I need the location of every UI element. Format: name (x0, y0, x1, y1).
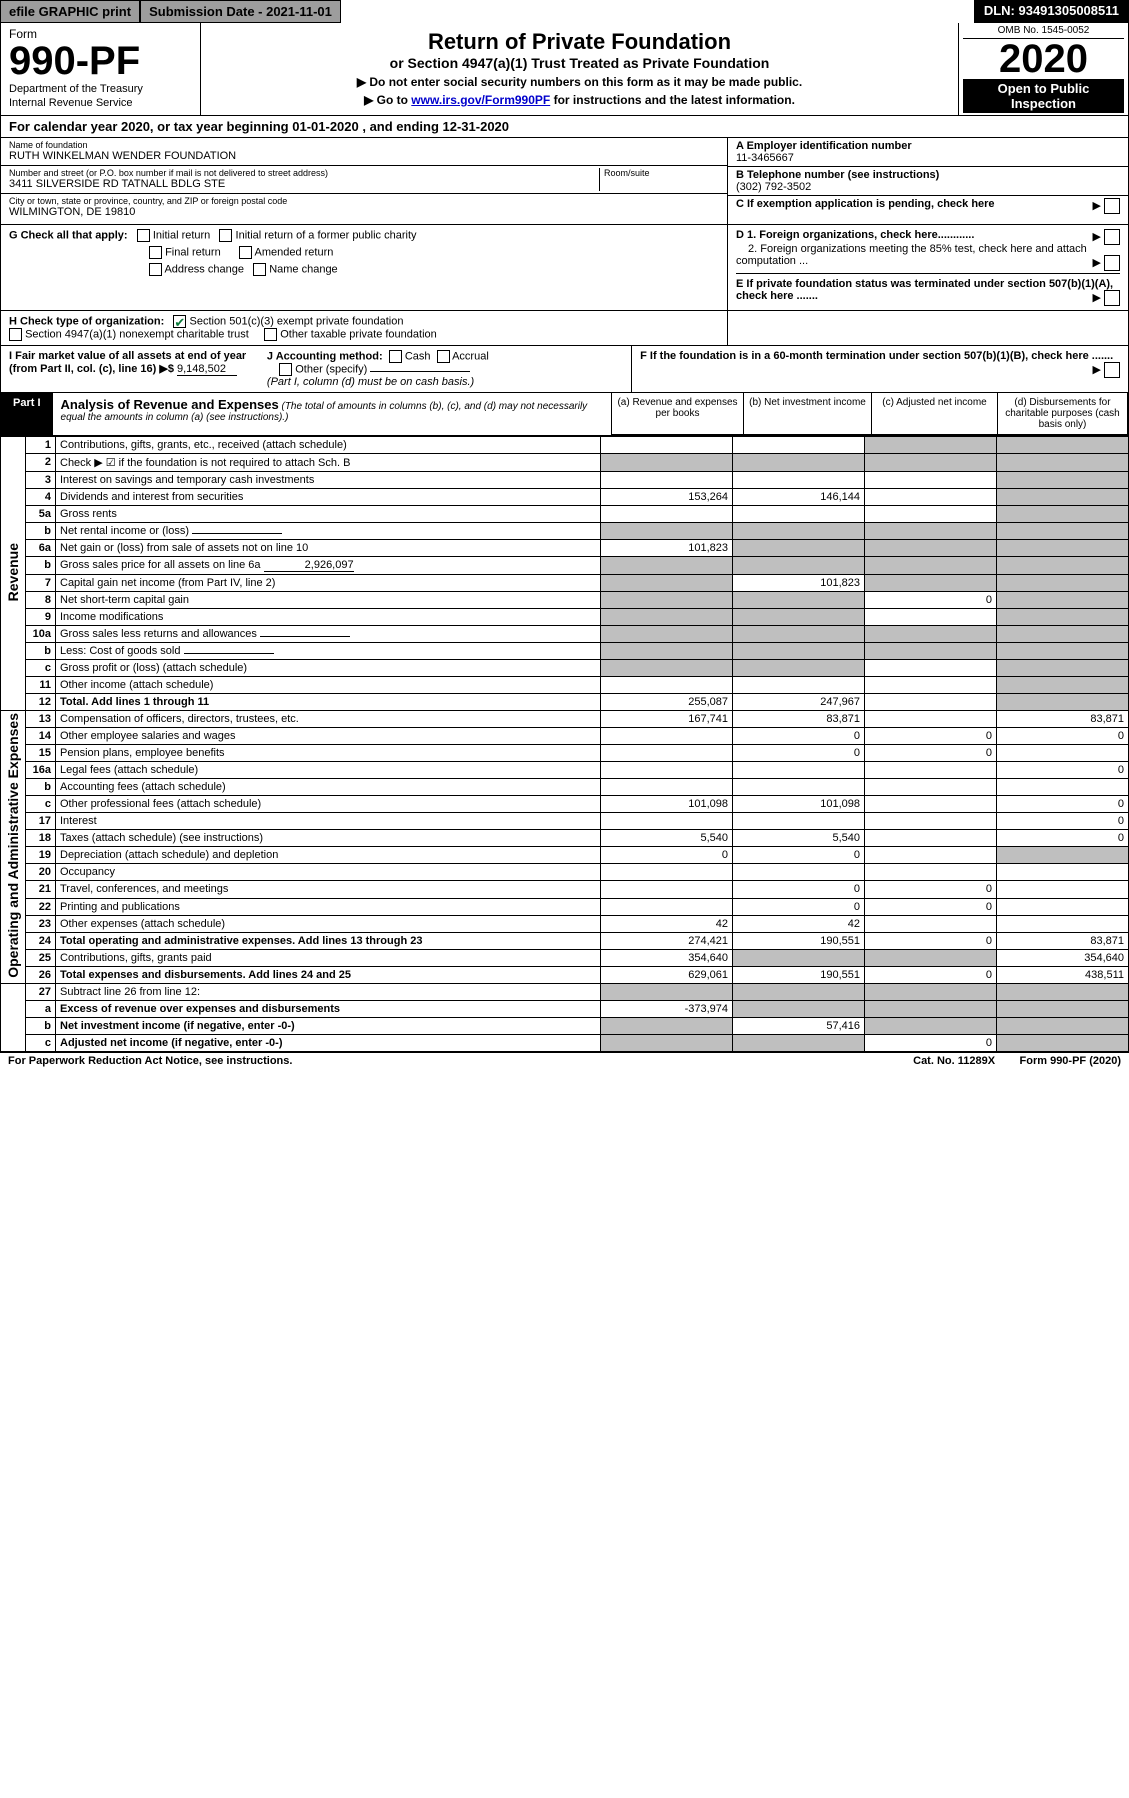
g-name: Name change (269, 263, 338, 275)
irs-label: Internal Revenue Service (9, 97, 192, 109)
note-goto: ▶ Go to www.irs.gov/Form990PF for instru… (213, 93, 946, 107)
j-label: J Accounting method: (267, 350, 383, 362)
cb-name-change[interactable] (253, 263, 266, 276)
cb-other-method[interactable] (279, 363, 292, 376)
col-d-header: (d) Disbursements for charitable purpose… (998, 393, 1128, 435)
ein-label: A Employer identification number (736, 140, 1120, 152)
cal-mid: , and ending (359, 119, 443, 134)
j-other: Other (specify) (295, 363, 367, 375)
cb-initial-return[interactable] (137, 229, 150, 242)
cb-cash[interactable] (389, 350, 402, 363)
cb-initial-former[interactable] (219, 229, 232, 242)
footer-right: Form 990-PF (2020) (1020, 1055, 1121, 1067)
d1-checkbox[interactable] (1104, 229, 1120, 245)
form-title: Return of Private Foundation (213, 29, 946, 55)
i-value: 9,148,502 (177, 363, 237, 376)
note-suffix: for instructions and the latest informat… (550, 93, 795, 107)
submission-date: Submission Date - 2021-11-01 (140, 0, 341, 23)
name-label: Name of foundation (9, 140, 719, 150)
g-initial-former: Initial return of a former public charit… (236, 229, 417, 241)
footer-mid: Cat. No. 11289X (913, 1055, 995, 1067)
part1-label: Part I (1, 393, 53, 435)
d2-checkbox[interactable] (1104, 255, 1120, 271)
g-amended: Amended return (255, 246, 334, 258)
e-checkbox[interactable] (1104, 290, 1120, 306)
cb-final-return[interactable] (149, 246, 162, 259)
d1-label: D 1. Foreign organizations, check here..… (736, 229, 974, 241)
note-prefix: ▶ Go to (364, 93, 411, 107)
note-no-ssn: ▶ Do not enter social security numbers o… (213, 75, 946, 89)
cal-end: 12-31-2020 (443, 119, 510, 134)
cb-501c3[interactable] (173, 315, 186, 328)
form-number: 990-PF (9, 41, 192, 81)
e-label: E If private foundation status was termi… (736, 278, 1113, 302)
h-label: H Check type of organization: (9, 315, 164, 327)
address-label: Number and street (or P.O. box number if… (9, 168, 599, 178)
c-label: C If exemption application is pending, c… (736, 198, 995, 210)
room-label: Room/suite (604, 168, 719, 178)
g-initial: Initial return (153, 229, 210, 241)
part1-title: Analysis of Revenue and Expenses (61, 397, 279, 412)
cb-address-change[interactable] (149, 263, 162, 276)
d2-label: 2. Foreign organizations meeting the 85%… (736, 243, 1087, 267)
address-value: 3411 SILVERSIDE RD TATNALL BDLG STE (9, 178, 599, 190)
open-to-public: Open to Public Inspection (963, 79, 1124, 113)
phone-value: (302) 792-3502 (736, 181, 1120, 193)
g-final: Final return (165, 246, 221, 258)
calendar-year-row: For calendar year 2020, or tax year begi… (0, 116, 1129, 138)
cb-amended[interactable] (239, 246, 252, 259)
cal-prefix: For calendar year 2020, or tax year begi… (9, 119, 292, 134)
city-value: WILMINGTON, DE 19810 (9, 206, 719, 218)
city-label: City or town, state or province, country… (9, 196, 719, 206)
footer-left: For Paperwork Reduction Act Notice, see … (8, 1055, 292, 1067)
h-501: Section 501(c)(3) exempt private foundat… (189, 315, 403, 327)
dln-label: DLN: 93491305008511 (974, 0, 1129, 23)
form990pf-link[interactable]: www.irs.gov/Form990PF (411, 93, 550, 107)
col-a-header: (a) Revenue and expenses per books (612, 393, 744, 435)
col-c-header: (c) Adjusted net income (872, 393, 998, 435)
c-checkbox[interactable] (1104, 198, 1120, 214)
h-4947: Section 4947(a)(1) nonexempt charitable … (25, 328, 249, 340)
f-label: F If the foundation is in a 60-month ter… (640, 350, 1113, 362)
j-cash: Cash (405, 350, 431, 362)
g-label: G Check all that apply: (9, 229, 128, 241)
f-checkbox[interactable] (1104, 362, 1120, 378)
cb-other-taxable[interactable] (264, 328, 277, 341)
cb-accrual[interactable] (437, 350, 450, 363)
cb-4947[interactable] (9, 328, 22, 341)
efile-print-button[interactable]: efile GRAPHIC print (0, 0, 140, 23)
foundation-name: RUTH WINKELMAN WENDER FOUNDATION (9, 150, 719, 162)
g-address: Address change (164, 263, 244, 275)
col-b-header: (b) Net investment income (744, 393, 872, 435)
j-note: (Part I, column (d) must be on cash basi… (267, 376, 474, 388)
cal-begin: 01-01-2020 (292, 119, 359, 134)
dept-label: Department of the Treasury (9, 83, 192, 95)
tax-year: 2020 (963, 39, 1124, 79)
h-other: Other taxable private foundation (280, 328, 437, 340)
phone-label: B Telephone number (see instructions) (736, 169, 1120, 181)
form-subtitle: or Section 4947(a)(1) Trust Treated as P… (213, 55, 946, 71)
part1-table: Revenue1Contributions, gifts, grants, et… (0, 436, 1129, 1052)
ein-value: 11-3465667 (736, 152, 1120, 164)
j-accrual: Accrual (452, 350, 489, 362)
